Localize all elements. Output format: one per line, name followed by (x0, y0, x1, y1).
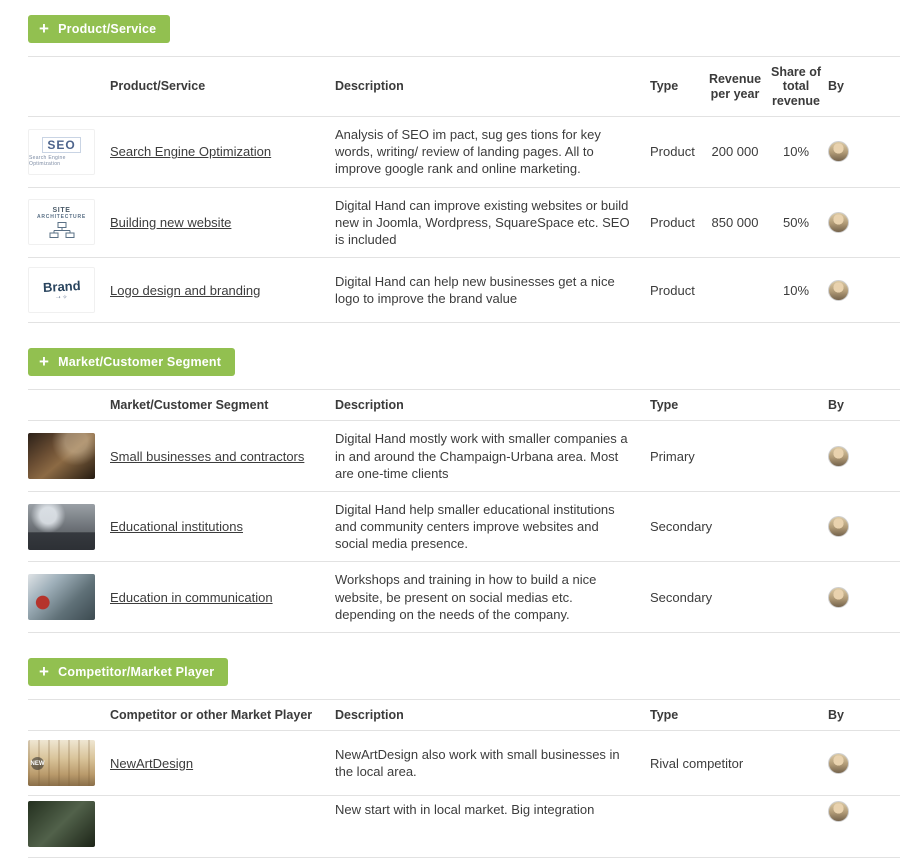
classroom-photo-thumbnail[interactable] (28, 503, 95, 550)
header-description: Description (335, 79, 404, 94)
author-avatar[interactable] (828, 279, 849, 301)
table-row: New start with in local market. Big inte… (28, 795, 900, 857)
table-row: Small businesses and contractors Digital… (28, 420, 900, 490)
header-product-service: Product/Service (110, 79, 206, 94)
table-row: Education in communication Workshops and… (28, 561, 900, 631)
add-competitor-button[interactable]: + Competitor/Market Player (28, 657, 229, 686)
competitors-table: Competitor or other Market Player Descri… (28, 698, 900, 858)
products-table-header: Product/Service Description Type Revenue… (28, 56, 900, 116)
seo-doodle-sub: Search Engine Optimization (29, 154, 66, 167)
add-product-service-button[interactable]: + Product/Service (28, 15, 171, 43)
row-title-link[interactable]: Educational institutions (110, 519, 243, 535)
competitors-table-header: Competitor or other Market Player Descri… (28, 698, 900, 730)
header-competitor: Competitor or other Market Player (110, 707, 313, 722)
row-title-link[interactable]: Search Engine Optimization (110, 144, 272, 160)
row-description: Digital Hand can help new businesses get… (335, 273, 615, 307)
row-title-link[interactable]: Building new website (110, 214, 232, 230)
site-doodle-sub: ARCHITECTURE (36, 213, 87, 220)
row-revenue: 850 000 (711, 214, 759, 230)
header-share: Share of total revenue (770, 65, 821, 108)
author-avatar[interactable] (828, 752, 849, 774)
row-title-link[interactable]: Education in communication (110, 589, 273, 605)
header-by: By (828, 79, 844, 94)
author-avatar[interactable] (828, 516, 849, 538)
row-description: Digital Hand can improve existing websit… (335, 197, 630, 247)
table-row: SITE ARCHITECTURE Building new website D… (28, 186, 900, 257)
row-revenue: 200 000 (711, 144, 759, 160)
meeting-photo-thumbnail[interactable] (28, 574, 95, 621)
row-type: Product (650, 282, 695, 298)
site-doodle-label: SITE (52, 206, 71, 214)
table-row: SEO Search Engine Optimization Search En… (28, 116, 900, 186)
section-products: + Product/Service Product/Service Descri… (28, 15, 900, 324)
table-row: Educational institutions Digital Hand he… (28, 490, 900, 561)
row-description: New start with in local market. Big inte… (335, 802, 595, 818)
header-by: By (828, 398, 844, 413)
header-type: Type (650, 79, 679, 94)
table-row: NEW NewArtDesign NewArtDesign also work … (28, 730, 900, 795)
markets-table-header: Market/Customer Segment Description Type… (28, 389, 900, 420)
header-market-segment: Market/Customer Segment (110, 398, 269, 413)
header-type: Type (650, 707, 679, 722)
brand-doodle-label: Brand (42, 278, 81, 296)
row-description: Workshops and training in how to build a… (335, 572, 597, 622)
flowchart-icon (49, 221, 74, 238)
row-description: NewArtDesign also work with small busine… (335, 747, 620, 780)
plus-icon: + (39, 352, 50, 372)
author-avatar[interactable] (828, 141, 849, 163)
row-type: Product (650, 144, 695, 160)
add-button-label: Product/Service (58, 22, 157, 36)
row-share: 10% (782, 282, 810, 298)
header-description: Description (335, 707, 404, 722)
row-title-link[interactable]: NewArtDesign (110, 755, 194, 771)
seo-doodle-label: SEO (42, 136, 81, 153)
brand-thumbnail[interactable]: Brand ➝ ✧ (28, 267, 95, 314)
plus-icon: + (39, 19, 50, 38)
author-avatar[interactable] (828, 586, 849, 608)
header-description: Description (335, 398, 404, 413)
author-avatar[interactable] (828, 445, 849, 467)
row-description: Digital Hand mostly work with smaller co… (335, 431, 628, 481)
header-revenue: Revenue per year (708, 72, 762, 101)
brand-doodle-arrow: ➝ ✧ (55, 295, 68, 302)
row-share: 50% (782, 214, 810, 230)
add-button-label: Market/Customer Segment (58, 355, 222, 370)
add-market-segment-button[interactable]: + Market/Customer Segment (28, 348, 236, 377)
cafe-photo-thumbnail[interactable] (28, 433, 95, 480)
author-avatar[interactable] (828, 211, 849, 233)
section-competitors: + Competitor/Market Player Competitor or… (28, 657, 900, 858)
row-title-link[interactable]: Small businesses and contractors (110, 448, 305, 464)
row-description: Digital Hand help smaller educational in… (335, 501, 615, 552)
row-share: 10% (782, 144, 810, 160)
section-markets: + Market/Customer Segment Market/Custome… (28, 348, 900, 633)
row-title-link[interactable]: Logo design and branding (110, 282, 261, 298)
add-button-label: Competitor/Market Player (58, 664, 215, 679)
row-type: Secondary (650, 519, 713, 535)
new-badge: NEW (31, 757, 45, 771)
row-type: Secondary (650, 589, 713, 605)
markets-table: Market/Customer Segment Description Type… (28, 389, 900, 633)
row-description: Analysis of SEO im pact, sug ges tions f… (335, 127, 601, 177)
row-type: Primary (650, 448, 695, 464)
row-type: Product (650, 214, 695, 230)
site-architecture-thumbnail[interactable]: SITE ARCHITECTURE (28, 199, 95, 246)
newartdesign-photo-thumbnail[interactable]: NEW (28, 740, 95, 787)
author-avatar[interactable] (828, 801, 849, 823)
seo-thumbnail[interactable]: SEO Search Engine Optimization (28, 128, 95, 175)
products-table: Product/Service Description Type Revenue… (28, 56, 900, 324)
table-row: Brand ➝ ✧ Logo design and branding Digit… (28, 257, 900, 322)
row-type: Rival competitor (650, 755, 744, 771)
plus-icon: + (39, 661, 50, 681)
competitor-photo-thumbnail[interactable] (28, 801, 95, 848)
header-type: Type (650, 398, 679, 413)
header-by: By (828, 707, 844, 722)
